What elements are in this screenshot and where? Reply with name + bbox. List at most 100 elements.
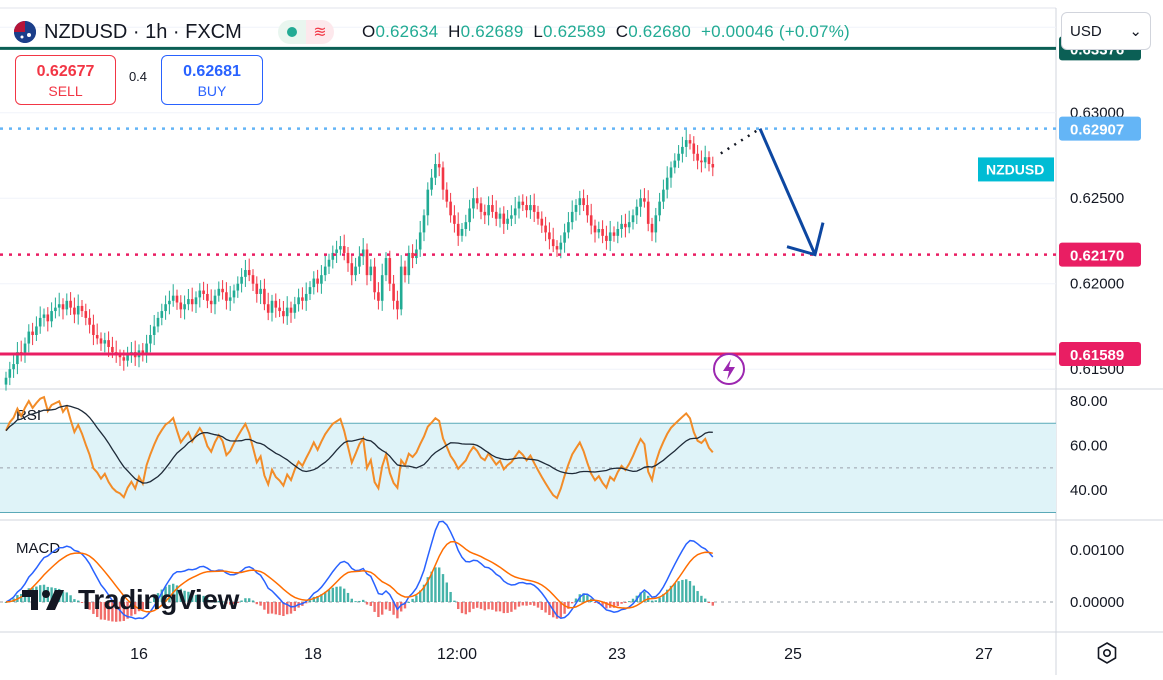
macd-histogram-bar (685, 579, 688, 602)
candle-body (654, 215, 658, 233)
candle-body (399, 266, 403, 310)
open-label: O (362, 22, 376, 41)
candle-body (88, 317, 91, 325)
sell-button[interactable]: 0.62677 SELL (15, 55, 116, 105)
projection-dotted-path (720, 127, 761, 155)
candle-body (69, 300, 72, 308)
candle-body (350, 263, 354, 276)
candle-body (183, 304, 186, 310)
macd-histogram-bar (403, 602, 407, 609)
candle-body (304, 293, 308, 301)
macd-histogram-bar (362, 599, 365, 602)
candle-body (445, 189, 449, 202)
macd-histogram-bar (160, 589, 163, 602)
macd-histogram-bar (80, 602, 84, 603)
candle-body (665, 177, 669, 190)
buy-button[interactable]: 0.62681 BUY (161, 55, 263, 105)
macd-histogram-bar (365, 602, 369, 605)
candle-body (597, 228, 601, 233)
macd-histogram-bar (65, 592, 68, 602)
currency-select[interactable]: USD ⌄ (1061, 12, 1151, 50)
candle-body (149, 334, 152, 344)
market-status-pills[interactable]: ≋ (278, 18, 334, 46)
macd-histogram-bar (692, 585, 695, 602)
macd-histogram-bar (521, 602, 524, 606)
price-tick-label: 0.62000 (1070, 276, 1124, 293)
macd-histogram-bar (225, 602, 228, 604)
macd-histogram-bar (267, 602, 270, 614)
macd-histogram-bar (251, 600, 255, 602)
candle-body (681, 146, 684, 154)
candle-body (707, 157, 711, 165)
candle-body (510, 215, 513, 219)
candle-body (42, 314, 46, 318)
data-delay-icon[interactable]: ≋ (306, 20, 334, 44)
candle-body (578, 198, 582, 206)
macd-histogram-bar (164, 586, 167, 602)
candle-body (403, 266, 407, 276)
time-tick-label: 27 (975, 646, 993, 663)
candle-body (46, 314, 50, 322)
candle-body (202, 290, 205, 294)
candle-body (259, 288, 262, 294)
candle-body (23, 343, 27, 356)
candle-body (160, 311, 164, 318)
macd-histogram-bar (616, 602, 619, 607)
candle-body (612, 232, 616, 236)
candle-body (327, 259, 331, 267)
candle-body (586, 205, 589, 216)
low-value: 0.62589 (543, 22, 606, 41)
macd-histogram-bar (593, 602, 597, 603)
candle-body (297, 297, 300, 305)
candle-body (605, 235, 608, 241)
macd-histogram-bar (468, 602, 471, 613)
tradingview-mark-icon (22, 590, 64, 610)
level-price-label: 0.62170 (1070, 248, 1124, 265)
candle-body (8, 369, 12, 378)
macd-histogram-bar (700, 595, 703, 602)
macd-histogram-bar (457, 602, 460, 610)
candle-body (487, 205, 490, 216)
macd-histogram-bar (460, 602, 464, 614)
macd-histogram-bar (229, 602, 232, 605)
candle-body (502, 213, 506, 224)
macd-histogram-bar (563, 602, 566, 614)
macd-histogram-bar (99, 602, 103, 620)
macd-histogram-bar (255, 602, 258, 605)
macd-histogram-bar (202, 595, 205, 602)
macd-histogram-bar (339, 586, 342, 602)
macd-histogram-bar (206, 598, 209, 602)
candle-body (323, 266, 327, 276)
macd-histogram-bar (384, 602, 388, 610)
macd-histogram-bar (312, 596, 315, 602)
symbol-title[interactable]: NZDUSD · 1h · FXCM (14, 18, 242, 46)
candle-body (16, 352, 19, 365)
candle-body (274, 300, 278, 308)
macd-histogram-bar (377, 602, 380, 618)
candle-body (582, 198, 585, 206)
candle-body (145, 343, 148, 356)
candle-body (673, 160, 677, 168)
projection-arrow-line (758, 128, 817, 256)
macd-histogram-bar (536, 602, 540, 608)
macd-histogram-bar (115, 602, 118, 622)
settings-gear-icon[interactable] (1094, 640, 1120, 666)
candle-body (711, 164, 715, 168)
macd-histogram-bar (111, 602, 114, 622)
candle-body (320, 275, 323, 284)
macd-histogram-bar (39, 585, 42, 602)
time-tick-label: 25 (784, 646, 802, 663)
time-tick-label: 12:00 (437, 646, 477, 663)
macd-histogram-bar (126, 602, 129, 619)
macd-histogram-bar (358, 600, 361, 602)
candle-body (692, 143, 696, 154)
macd-histogram-bar (574, 598, 578, 602)
candle-body (168, 300, 171, 305)
market-open-icon[interactable] (278, 20, 306, 44)
candle-body (567, 222, 570, 233)
macd-histogram-bar (69, 595, 72, 602)
macd-histogram-bar (274, 602, 277, 615)
macd-histogram-bar (487, 602, 490, 610)
